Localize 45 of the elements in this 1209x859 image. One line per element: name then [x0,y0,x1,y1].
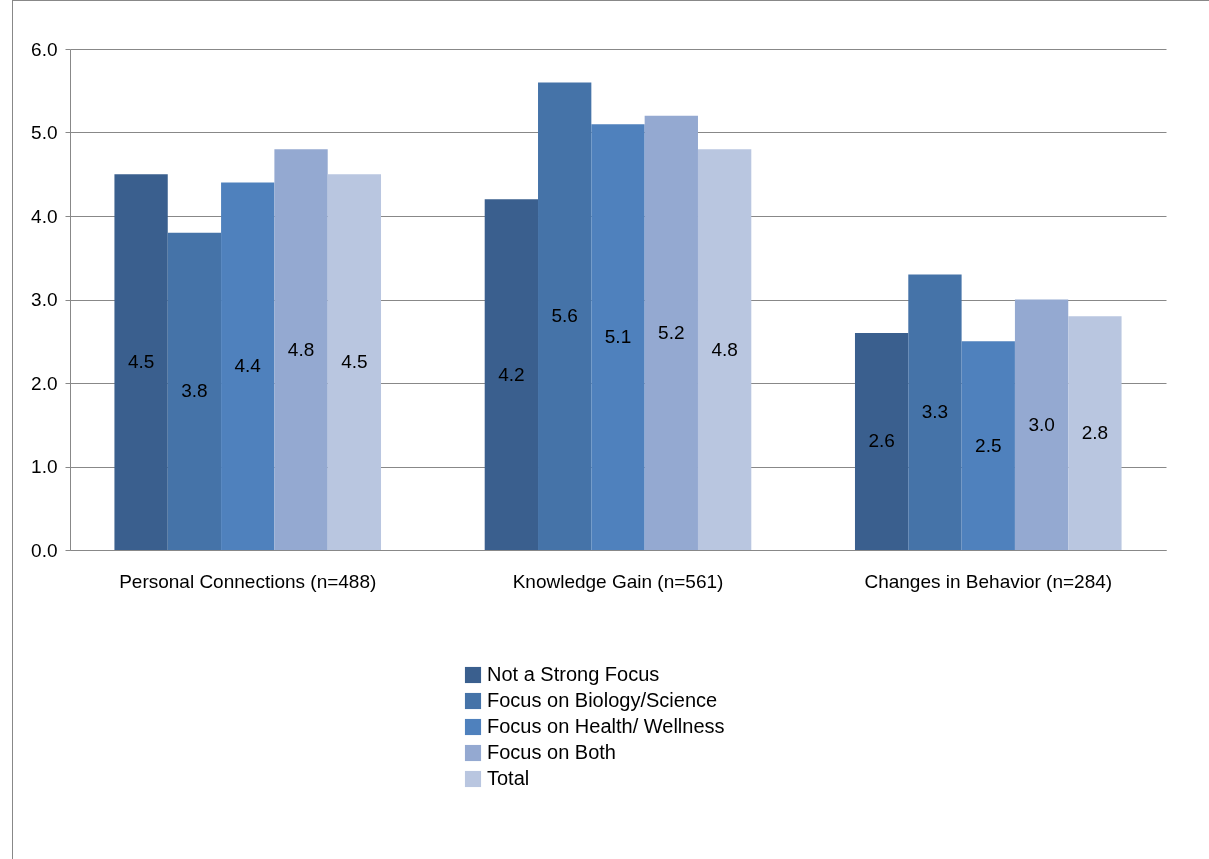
bar [327,174,382,550]
data-label: 4.5 [341,351,368,373]
data-label: 2.5 [975,434,1002,456]
x-tick-label: Knowledge Gain (n=561) [512,570,724,592]
bar [538,82,592,550]
bar [167,232,222,550]
y-tick-label: 3.0 [31,289,58,310]
data-label: 2.8 [1081,422,1109,444]
data-label: 4.8 [711,338,738,360]
bar [484,199,539,550]
bar [114,174,168,550]
data-label: 4.2 [498,363,525,385]
data-label: 3.8 [181,380,208,402]
legend-label: Total [487,767,530,789]
bar [1068,316,1122,550]
bar [274,149,328,550]
data-label: 5.1 [604,326,632,348]
bar [1014,299,1069,550]
legend-label: Not a Strong Focus [487,663,660,685]
data-label: 4.5 [127,351,155,373]
bar [854,332,909,550]
bar [961,341,1015,550]
data-label: 5.2 [658,321,685,343]
y-tick-label: 5.0 [31,122,58,143]
data-label: 5.6 [551,305,578,327]
y-tick-label: 0.0 [31,539,58,561]
data-label: 2.6 [868,430,895,452]
x-tick-label: Personal Connections (n=488) [119,570,377,592]
data-label: 3.3 [921,401,949,423]
x-tick-label: Changes in Behavior (n=284) [864,570,1113,592]
y-tick-label: 1.0 [31,456,58,477]
data-label: 4.4 [234,355,262,377]
data-label: 4.8 [287,338,315,360]
bar [591,124,645,550]
legend-label: Focus on Both [487,741,616,763]
y-tick-label: 6.0 [31,38,58,60]
legend-label: Focus on Biology/Science [487,689,718,711]
data-label: 3.0 [1028,413,1055,435]
bar [644,115,698,550]
bar [697,149,752,550]
bar [221,182,275,550]
legend-label: Focus on Health/ Wellness [487,715,725,737]
bar [908,274,962,550]
y-tick-label: 2.0 [31,372,58,394]
y-tick-label: 4.0 [31,205,58,227]
